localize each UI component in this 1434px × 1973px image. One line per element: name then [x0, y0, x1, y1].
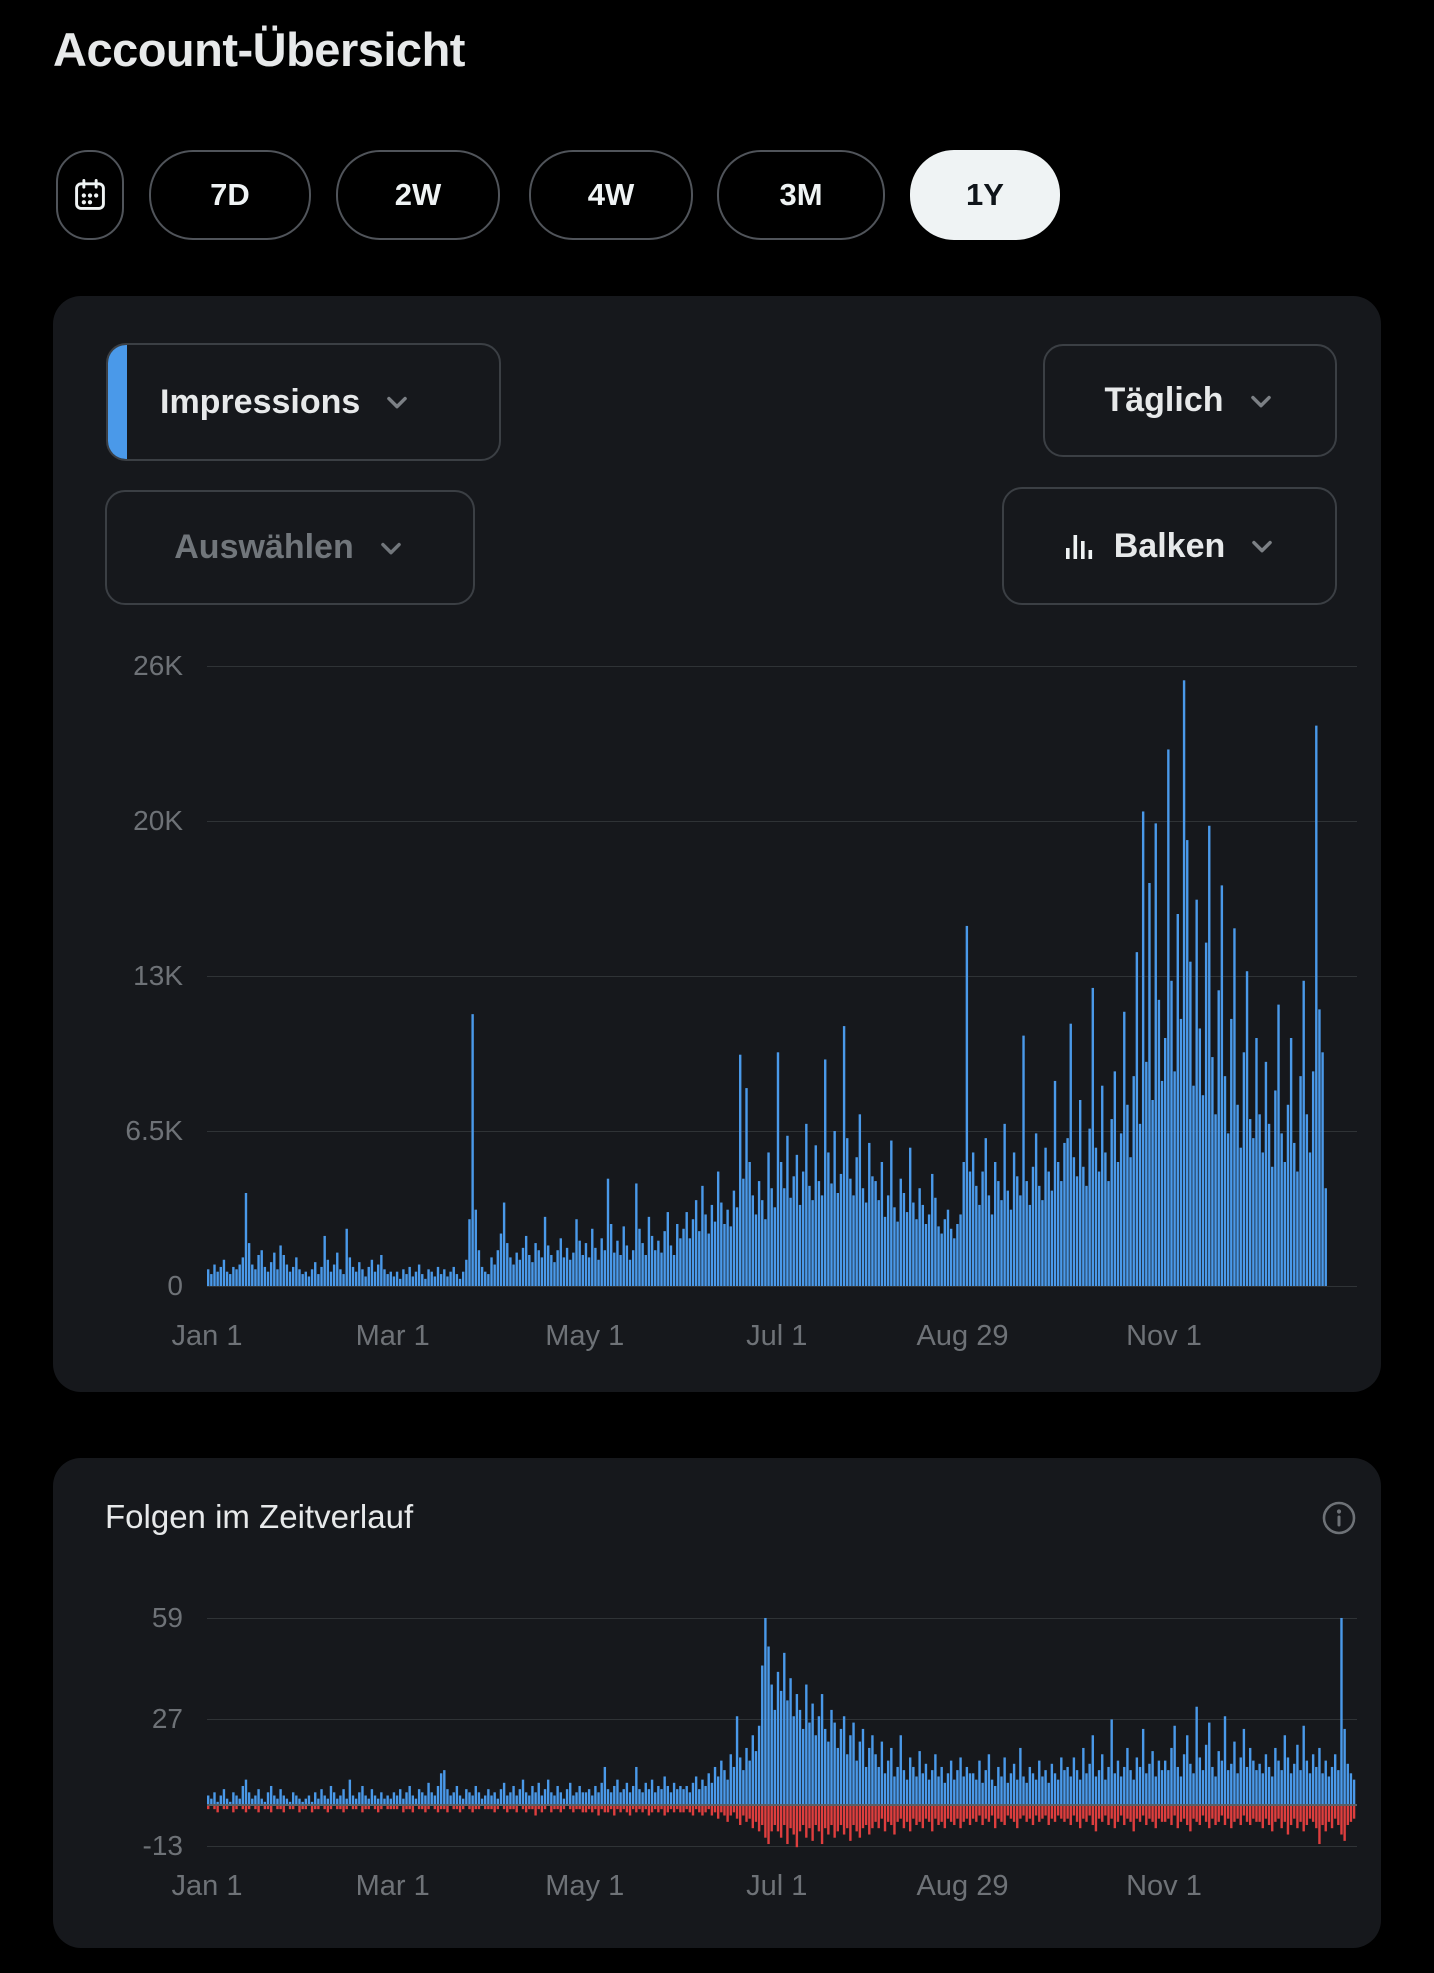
gridline: [207, 1286, 1357, 1287]
y-axis-label: 59: [151, 1602, 183, 1633]
y-axis-label: 26K: [133, 650, 183, 681]
x-axis-label: Nov 1: [1126, 1320, 1202, 1352]
range-label: 1Y: [966, 177, 1004, 212]
x-axis: Jan 1 Mar 1 May 1 Jul 1 Aug 29 Nov 1: [53, 1868, 1381, 1904]
x-axis-label: Jan 1: [171, 1870, 243, 1902]
gridline: [207, 1618, 1357, 1619]
range-label: 2W: [394, 177, 442, 212]
metric-accent-bar: [108, 345, 127, 459]
range-button-2w[interactable]: 2W: [336, 150, 500, 240]
x-axis-label: Jan 1: [171, 1320, 243, 1352]
range-button-3m[interactable]: 3M: [717, 150, 885, 240]
page-title: Account-Übersicht: [53, 23, 465, 76]
card-title: Folgen im Zeitverlauf: [105, 1498, 414, 1535]
range-label: 4W: [587, 177, 635, 212]
x-axis-label: Mar 1: [355, 1870, 430, 1902]
compare-dropdown-label: Auswählen: [174, 528, 354, 566]
x-axis-label: May 1: [545, 1870, 625, 1902]
gridline: [207, 1131, 1357, 1132]
range-label: 3M: [779, 177, 823, 212]
gridline: [207, 666, 1357, 667]
range-button-1y-selected[interactable]: 1Y: [910, 150, 1060, 240]
y-axis-label: 20K: [133, 805, 183, 836]
bar-chart-icon: [1062, 529, 1096, 563]
x-axis-label: Aug 29: [916, 1320, 1009, 1352]
follows-over-time-card: Folgen im Zeitverlauf 59 27 -13 Jan 1 Mar…: [53, 1458, 1381, 1948]
calendar-range-button[interactable]: [56, 150, 124, 240]
range-button-7d[interactable]: 7D: [149, 150, 311, 240]
y-axis-label: -13: [142, 1830, 183, 1861]
chevron-down-icon: [382, 387, 412, 417]
calendar-icon: [71, 176, 109, 214]
range-label: 7D: [210, 177, 250, 212]
x-axis-label: Mar 1: [355, 1320, 430, 1352]
chevron-down-icon: [1246, 386, 1276, 416]
gridline: [207, 1846, 1357, 1847]
compare-metric-dropdown[interactable]: Auswählen: [105, 490, 475, 605]
x-axis-label: Nov 1: [1126, 1870, 1202, 1902]
info-icon[interactable]: [1319, 1498, 1359, 1538]
y-axis-label: 6.5K: [125, 1115, 183, 1146]
x-axis: Jan 1 Mar 1 May 1 Jul 1 Aug 29 Nov 1: [53, 1318, 1381, 1354]
y-axis-label: 27: [151, 1703, 183, 1734]
chart-type-dropdown-label: Balken: [1113, 526, 1226, 565]
follows-bar-chart[interactable]: [207, 1598, 1357, 1858]
chart-type-dropdown[interactable]: Balken: [1002, 487, 1337, 605]
x-axis-label: May 1: [545, 1320, 625, 1352]
gridline: [207, 976, 1357, 977]
interval-dropdown-label: Täglich: [1104, 381, 1224, 419]
metric-dropdown[interactable]: Impressions: [106, 343, 501, 461]
zero-axis-line: [207, 1804, 1357, 1806]
impressions-card: Impressions Täglich Auswählen: [53, 296, 1381, 1392]
x-axis-label: Aug 29: [916, 1870, 1009, 1902]
impressions-bar-chart[interactable]: [207, 654, 1357, 1286]
x-axis-label: Jul 1: [746, 1320, 808, 1352]
gridline: [207, 821, 1357, 822]
chevron-down-icon: [376, 533, 406, 563]
y-axis-label: 0: [167, 1270, 183, 1301]
metric-dropdown-label: Impressions: [160, 382, 361, 421]
range-button-4w[interactable]: 4W: [529, 150, 693, 240]
interval-dropdown[interactable]: Täglich: [1043, 344, 1337, 457]
x-axis-label: Jul 1: [746, 1870, 808, 1902]
chevron-down-icon: [1247, 531, 1277, 561]
y-axis-label: 13K: [133, 960, 183, 991]
